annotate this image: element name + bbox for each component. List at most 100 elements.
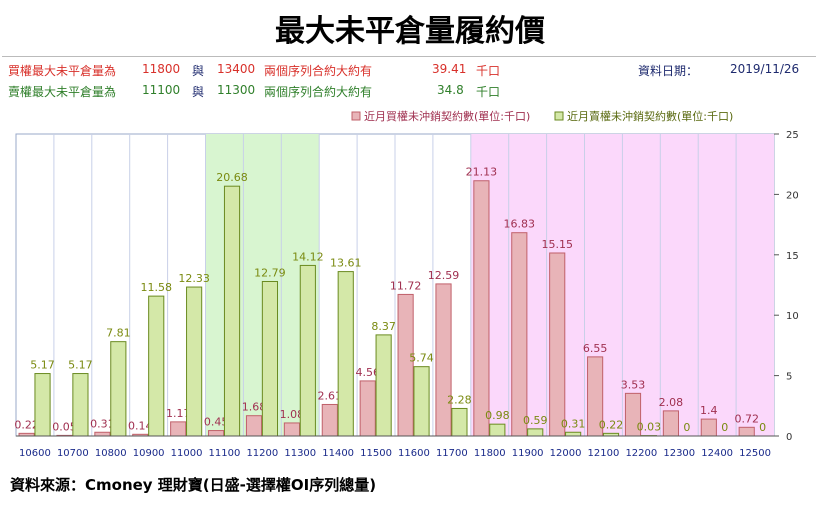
bar (94, 431, 111, 437)
data-label: 0 (683, 421, 690, 434)
bar (700, 418, 717, 437)
put-strike2: 11300 (217, 83, 256, 97)
x-tick-label: 11500 (360, 448, 392, 459)
x-tick-label: 12200 (625, 448, 657, 459)
bar (397, 293, 414, 437)
data-label: 1.4 (700, 404, 718, 417)
page-title: 最大未平倉量履約價 (275, 14, 545, 49)
x-tick-label: 12300 (663, 448, 695, 459)
data-label: 20.68 (216, 171, 248, 184)
bar (549, 252, 566, 437)
x-tick-label: 11400 (322, 448, 354, 459)
bar (299, 264, 316, 437)
data-label: 0.45 (204, 416, 229, 429)
data-label: 0.05 (52, 420, 77, 433)
put-info-row: 賣權最大未平倉量為 11100 與 11300 兩個序列合約大約有 34.8 千… (2, 80, 816, 100)
x-tick-label: 11700 (436, 448, 468, 459)
bar (34, 373, 51, 437)
date-label: 資料日期： (638, 64, 699, 78)
data-label: 4.56 (355, 366, 380, 379)
bar (527, 428, 544, 437)
bar (337, 271, 354, 437)
legend-label: 近月賣權未沖銷契約數(單位:千口) (567, 109, 733, 123)
bar (223, 185, 241, 437)
data-label: 5.74 (409, 352, 434, 365)
bar (245, 415, 263, 437)
data-label: 2.28 (447, 393, 472, 406)
bar (148, 295, 165, 437)
data-label: 2.08 (659, 396, 684, 409)
bar (511, 232, 528, 437)
data-label: 11.72 (390, 279, 422, 292)
call-label: 買權最大未平倉量為 (8, 64, 117, 78)
data-label: 7.81 (106, 327, 131, 340)
data-label: 11.58 (140, 281, 172, 294)
data-label: 1.17 (166, 407, 191, 420)
data-label: 2.61 (318, 389, 343, 402)
x-tick-label: 12100 (588, 448, 620, 459)
legend-label: 近月買權未沖銷契約數(單位:千口) (364, 109, 530, 123)
x-tick-label: 12000 (550, 448, 582, 459)
bar (451, 407, 468, 437)
data-label: 0.14 (128, 419, 153, 432)
bar (565, 431, 582, 437)
data-label: 14.12 (292, 250, 324, 263)
data-label: 0.22 (599, 418, 624, 431)
x-tick-label: 11100 (209, 448, 241, 459)
bar (208, 430, 225, 437)
data-label: 13.61 (330, 257, 362, 270)
bar (375, 334, 392, 437)
bar (72, 373, 89, 437)
data-label: 12.79 (254, 266, 286, 279)
data-label: 0.72 (734, 412, 759, 425)
call-conj: 與 (192, 64, 205, 78)
bar (359, 380, 376, 437)
y-tick-label: 5 (786, 372, 792, 383)
x-tick-label: 10600 (19, 448, 51, 459)
x-tick-label: 10900 (133, 448, 165, 459)
x-tick-label: 11000 (171, 448, 203, 459)
data-label: 8.37 (371, 320, 396, 333)
y-tick-label: 0 (786, 432, 792, 443)
call-strike1: 11800 (142, 62, 181, 76)
bar (261, 280, 279, 437)
data-label: 16.83 (504, 218, 536, 231)
x-tick-label: 11200 (246, 448, 278, 459)
call-info-row: 買權最大未平倉量為 11800 與 13400 兩個序列合約大約有 39.41 … (2, 59, 816, 79)
data-label: 12.33 (178, 272, 210, 285)
bar (489, 423, 506, 437)
bar (662, 410, 679, 437)
data-label: 0.31 (90, 417, 115, 430)
bar (738, 426, 755, 437)
bar (186, 286, 203, 437)
footer-source: 資料來源：Cmoney 理財寶(日盛-選擇權OI序列總量) (10, 476, 377, 494)
data-label: 0.31 (561, 417, 586, 430)
bar (321, 403, 338, 437)
call-text: 兩個序列合約大約有 (264, 64, 373, 78)
put-text: 兩個序列合約大約有 (264, 85, 373, 99)
x-tick-label: 11800 (474, 448, 506, 459)
data-label: 15.15 (541, 238, 573, 251)
legend-swatch (351, 111, 361, 121)
legend-swatch (554, 111, 564, 121)
info-box: 買權最大未平倉量為 11800 與 13400 兩個序列合約大約有 39.41 … (2, 56, 816, 99)
data-label: 3.53 (621, 378, 646, 391)
data-label: 0.22 (14, 418, 39, 431)
bar (435, 283, 452, 437)
x-tick-label: 11900 (512, 448, 544, 459)
bar (170, 421, 187, 437)
bar (283, 422, 300, 437)
oi-bar-chart: 0 5 10 15 20 25 0.22 0.05 0.31 0.14 1.17 0.45 1.68 1.… (14, 109, 799, 459)
bar (110, 341, 127, 437)
data-label: 1.08 (280, 408, 305, 421)
y-tick-label: 15 (786, 251, 799, 262)
data-label: 0 (759, 421, 766, 434)
x-tick-label: 11300 (284, 448, 316, 459)
x-tick-label: 11600 (398, 448, 430, 459)
data-label: 0.98 (485, 409, 510, 422)
put-value: 34.8 (437, 83, 464, 97)
put-conj: 與 (192, 85, 205, 99)
call-strike2: 13400 (217, 62, 256, 76)
data-label: 0 (721, 421, 728, 434)
y-tick-label: 10 (786, 311, 799, 322)
